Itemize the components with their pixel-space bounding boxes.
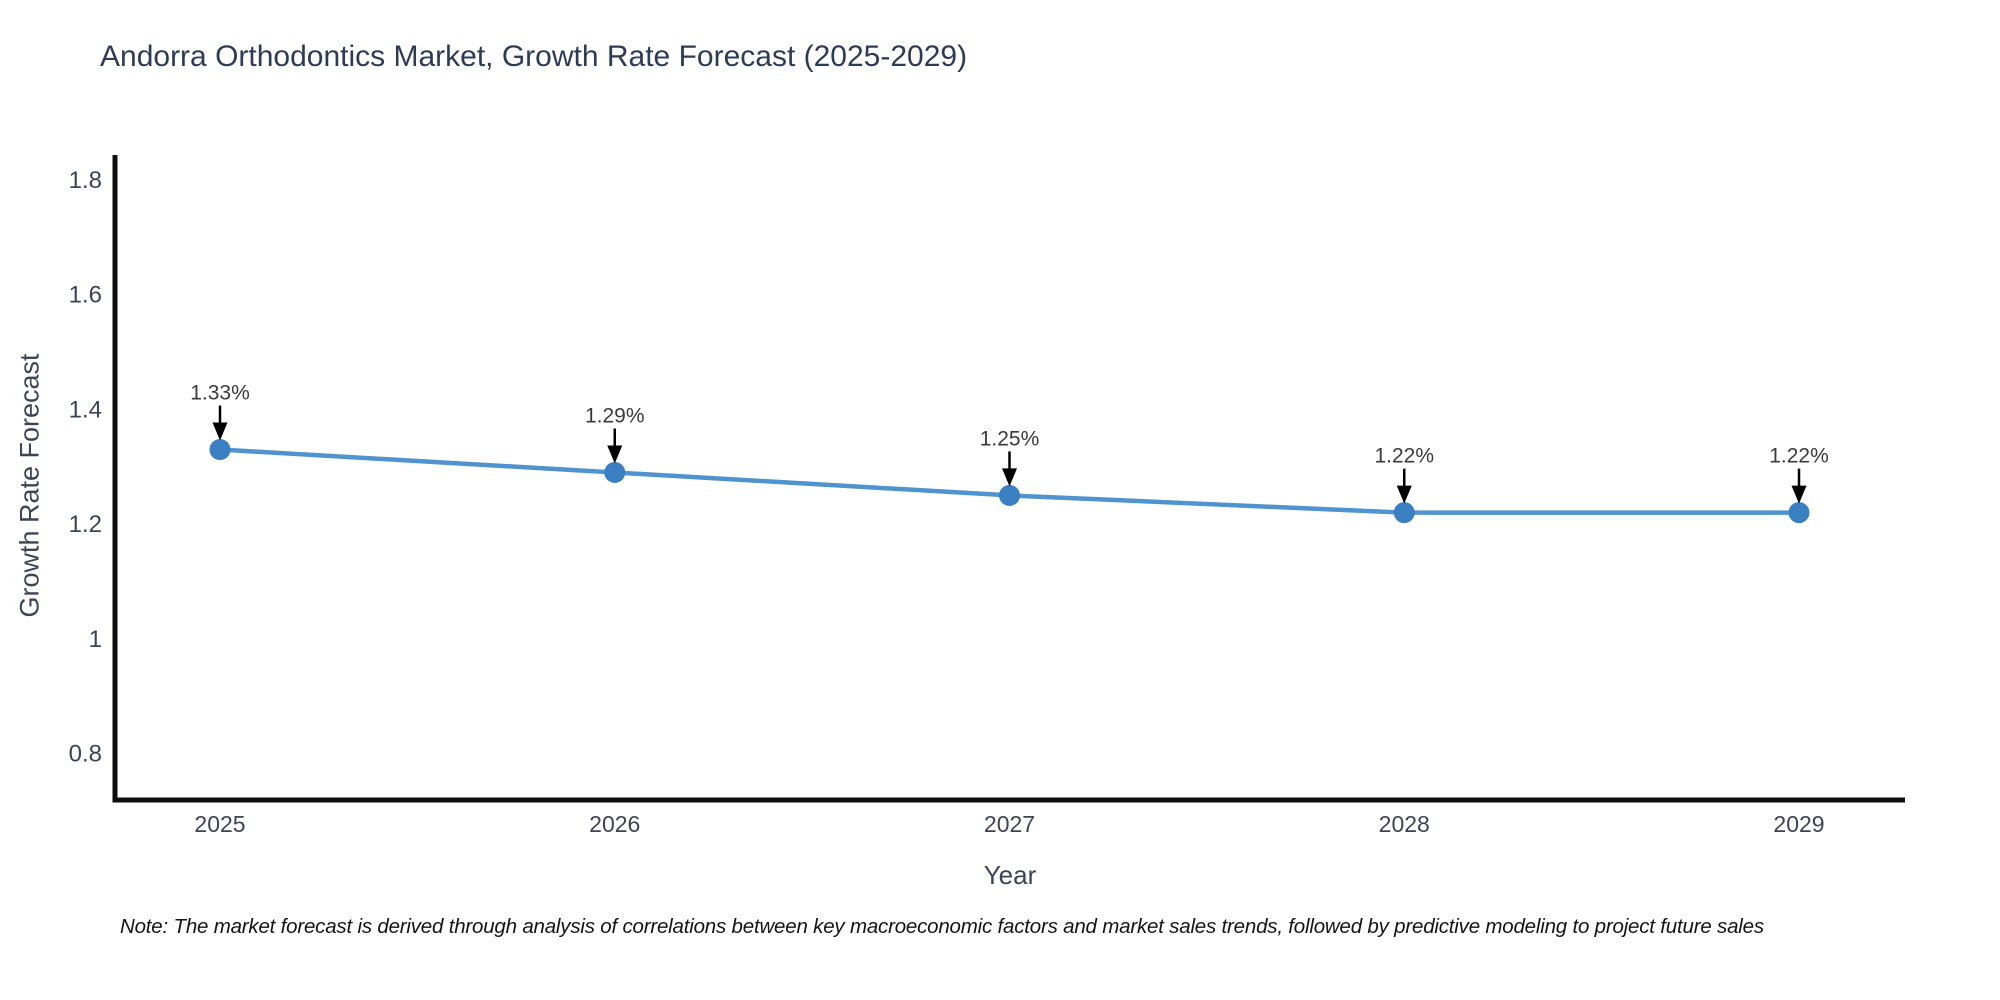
data-point-marker [1393, 502, 1415, 524]
y-tick-label: 1.2 [69, 511, 102, 538]
data-point-marker [604, 461, 626, 483]
x-tick-label: 2026 [589, 811, 640, 837]
y-tick-label: 1.8 [69, 167, 102, 194]
data-point-label: 1.22% [1769, 445, 1829, 468]
annotation-arrow-head [607, 445, 623, 464]
data-point-label: 1.25% [980, 427, 1040, 450]
data-point-label: 1.33% [190, 382, 250, 405]
y-tick-label: 1.6 [69, 282, 102, 309]
x-tick-label: 2029 [1773, 811, 1824, 837]
x-tick-label: 2025 [194, 811, 245, 837]
data-point-marker [1788, 502, 1810, 524]
annotation-arrow-head [1002, 468, 1017, 487]
y-axis-title: Growth Rate Forecast [14, 353, 45, 618]
footnote: Note: The market forecast is derived thr… [120, 915, 1764, 938]
data-point-marker [999, 484, 1020, 506]
data-point-label: 1.29% [585, 404, 645, 427]
y-tick-label: 0.8 [69, 741, 102, 768]
chart-title: Andorra Orthodontics Market, Growth Rate… [100, 40, 968, 73]
annotation-arrow-head [212, 422, 228, 441]
x-tick-label: 2028 [1379, 811, 1430, 837]
y-tick-label: 1.4 [69, 396, 102, 423]
x-tick-label: 2027 [984, 811, 1035, 837]
annotation-arrow-head [1791, 485, 1807, 504]
data-point-marker [209, 439, 231, 461]
annotation-arrow-head [1396, 485, 1412, 504]
data-point-label: 1.22% [1374, 445, 1434, 468]
x-axis-title: Year [983, 860, 1037, 890]
y-tick-label: 1 [89, 626, 102, 653]
